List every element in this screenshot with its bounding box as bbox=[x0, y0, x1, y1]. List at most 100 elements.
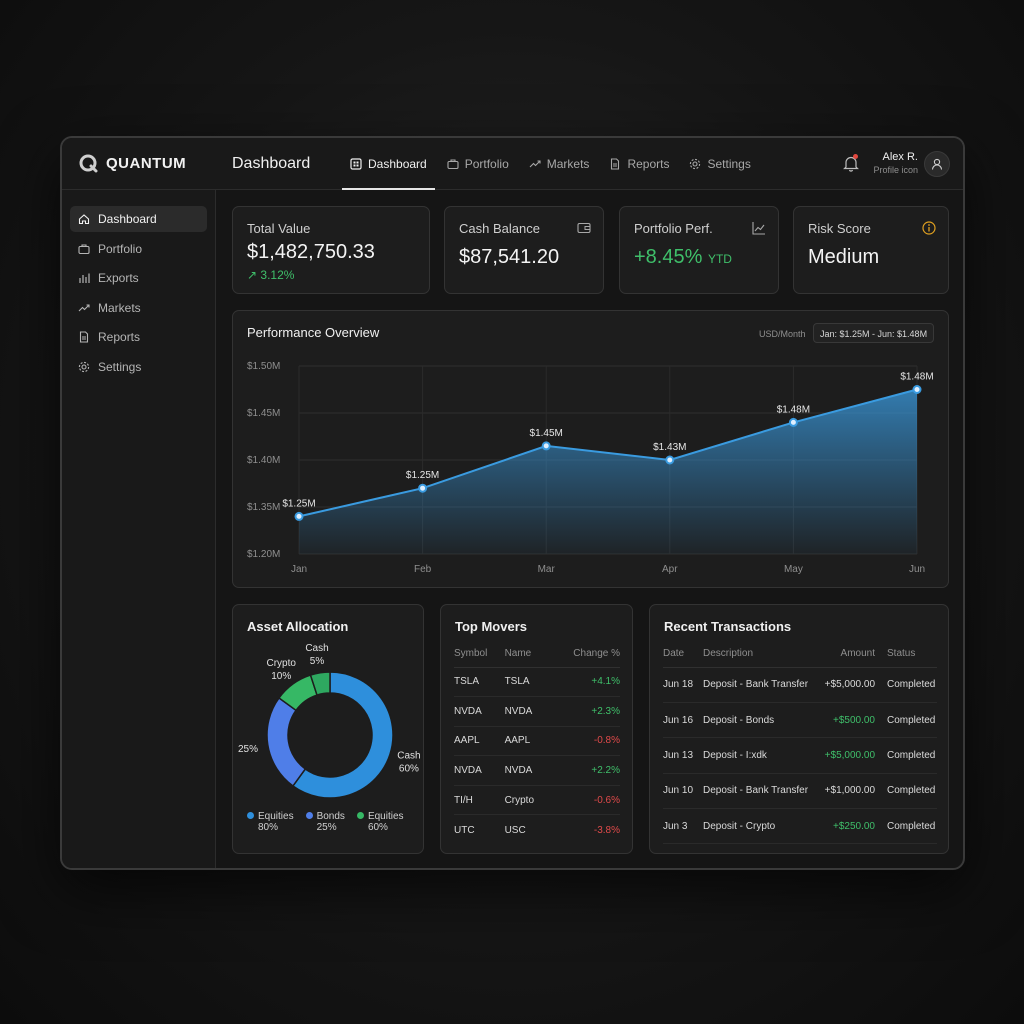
table-row[interactable]: NVDA NVDA +2.3% bbox=[454, 696, 620, 727]
tab-markets[interactable]: Markets bbox=[519, 138, 600, 190]
amount-cell: +$5,000.00 bbox=[813, 667, 875, 703]
performance-title: Performance Overview bbox=[247, 325, 380, 340]
data-label: $1.43M bbox=[653, 442, 686, 453]
data-point bbox=[788, 417, 798, 427]
tab-label: Settings bbox=[707, 157, 751, 171]
table-row[interactable]: Jun 18 Deposit - Bank Transfer +$5,000.00 C… bbox=[663, 667, 937, 703]
performance-chart: $1.50M $1.45M $1.40M $1.35M $1.20M Jan Feb Mar A… bbox=[247, 361, 934, 575]
tab-reports[interactable]: Reports bbox=[599, 138, 679, 190]
risk-score-card: Risk Score Medium bbox=[793, 206, 949, 294]
symbol-cell: NVDA bbox=[454, 755, 505, 786]
description-cell: Deposit - Crypto bbox=[703, 808, 813, 845]
stat-label: Total Value bbox=[247, 221, 311, 236]
movers-title: Top Movers bbox=[455, 619, 527, 634]
change-cell: +4.1% bbox=[549, 667, 620, 698]
x-tick-label: Jun bbox=[909, 564, 925, 575]
brand[interactable]: QUANTUM bbox=[78, 153, 186, 173]
data-label: $1.48M bbox=[777, 404, 810, 415]
table-row[interactable]: Jun 13 Deposit - I:xdk +$5,000.00 Completed bbox=[663, 737, 937, 774]
legend-dot bbox=[356, 812, 364, 819]
page-title: Dashboard bbox=[232, 155, 311, 172]
transactions-table-wrap: Date Description Amount Status Jun 18 Dep… bbox=[663, 641, 937, 845]
y-tick-label: $1.20M bbox=[247, 549, 280, 560]
x-tick-label: Mar bbox=[538, 564, 556, 575]
tab-label: Portfolio bbox=[464, 157, 509, 171]
symbol-cell: NVDA bbox=[454, 696, 505, 727]
symbol-cell: UTC bbox=[454, 824, 475, 836]
table-row[interactable]: Jun 16 Deposit - Bonds +$500.00 Completed bbox=[663, 702, 937, 739]
sidebar-item-portfolio[interactable]: Portfolio bbox=[70, 236, 207, 262]
quantum-logo-icon bbox=[79, 154, 98, 173]
data-point bbox=[294, 511, 304, 521]
user-subtitle: Profile icon bbox=[873, 165, 918, 175]
table-row[interactable]: NVDA NVDA +2.2% bbox=[454, 755, 620, 786]
table-row[interactable]: TSLA TSLA +4.1% bbox=[454, 667, 620, 698]
column-header[interactable]: Symbol bbox=[454, 641, 505, 668]
legend-pct: 25% bbox=[316, 822, 337, 833]
table-row[interactable]: AAPL AAPL -0.8% bbox=[454, 726, 620, 757]
column-header[interactable]: Status bbox=[875, 641, 937, 668]
x-tick-label: Apr bbox=[662, 564, 678, 575]
column-header[interactable]: Name bbox=[504, 641, 550, 668]
sidebar-item-reports[interactable]: Reports bbox=[70, 324, 207, 350]
slice-percent: 5% bbox=[310, 656, 325, 667]
description-cell: Deposit - Bonds bbox=[703, 702, 813, 739]
slice-percent: 10% bbox=[271, 671, 291, 682]
user-info[interactable]: Alex R. Profile icon bbox=[868, 151, 918, 175]
table-row[interactable]: UTC USC -3.8% bbox=[454, 815, 620, 845]
table-row[interactable]: Jun 10 Deposit - Bank Transfer +$1,000.00 C… bbox=[663, 773, 937, 810]
cash-balance-value: $87,541.20 bbox=[459, 246, 560, 268]
home-icon bbox=[78, 214, 90, 225]
x-tick-label: May bbox=[784, 564, 803, 575]
range-selector[interactable]: Jan: $1.25M - Jun: $1.48M bbox=[813, 323, 935, 343]
name-cell: AAPL bbox=[504, 726, 550, 757]
chart-line-icon bbox=[752, 222, 765, 235]
column-header[interactable]: Change % bbox=[549, 641, 620, 668]
amount-cell: +$500.00 bbox=[813, 702, 875, 739]
column-header[interactable]: Description bbox=[703, 641, 813, 668]
series-line bbox=[298, 388, 918, 518]
stat-label: Cash Balance bbox=[459, 221, 540, 236]
legend-label: Equities bbox=[367, 811, 404, 822]
sidebar-item-exports[interactable]: Exports bbox=[70, 265, 207, 291]
status-cell: Completed bbox=[875, 737, 937, 774]
column-header[interactable]: Amount bbox=[813, 641, 875, 668]
perf-suffix: YTD bbox=[707, 252, 732, 266]
total-value-card: Total Value $1,482,750.33 ↗ 3.12% bbox=[232, 206, 430, 294]
symbol-cell: TI/H bbox=[454, 785, 505, 816]
tab-dashboard[interactable]: Dashboard bbox=[340, 138, 437, 190]
column-header[interactable]: Date bbox=[663, 641, 703, 668]
sidebar-item-dashboard[interactable]: Dashboard bbox=[70, 206, 207, 232]
sidebar-item-label: Dashboard bbox=[98, 212, 157, 226]
gear-icon bbox=[78, 361, 90, 372]
app-window: QUANTUM Dashboard Dashboard Portfolio Ma… bbox=[60, 136, 965, 870]
y-tick-label: $1.40M bbox=[247, 455, 280, 466]
stat-label: Portfolio Perf. bbox=[634, 221, 713, 236]
table-row[interactable]: Jun 3 Deposit - Crypto +$250.00 Completed bbox=[663, 808, 937, 845]
sidebar-item-label: Markets bbox=[98, 300, 141, 315]
gear-icon bbox=[690, 158, 701, 170]
unit-label: USD/Month bbox=[759, 329, 806, 339]
name-cell: USC bbox=[504, 824, 526, 836]
symbol-cell: TSLA bbox=[454, 667, 505, 698]
tab-label: Dashboard bbox=[368, 157, 427, 171]
info-icon[interactable] bbox=[922, 221, 936, 235]
amount-cell: +$250.00 bbox=[813, 808, 875, 845]
slice-label: Cash bbox=[305, 643, 328, 654]
y-tick-label: $1.50M bbox=[247, 361, 280, 372]
sidebar: Dashboard Portfolio Exports Markets Repo… bbox=[62, 190, 216, 868]
sidebar-item-settings[interactable]: Settings bbox=[70, 354, 207, 380]
tab-portfolio[interactable]: Portfolio bbox=[437, 138, 519, 190]
legend-pct: 60% bbox=[367, 822, 388, 833]
tab-settings[interactable]: Settings bbox=[679, 138, 760, 190]
data-point bbox=[418, 483, 428, 493]
table-header-row: Symbol Name Change % bbox=[454, 641, 620, 668]
sidebar-item-markets[interactable]: Markets bbox=[70, 295, 207, 321]
slice-percent: 60% bbox=[399, 764, 419, 775]
donut-slice bbox=[291, 671, 394, 799]
data-label: $1.25M bbox=[282, 498, 315, 509]
data-point bbox=[912, 385, 922, 394]
table-row[interactable]: TI/H Crypto -0.6% bbox=[454, 785, 620, 816]
document-icon bbox=[79, 331, 89, 343]
avatar[interactable] bbox=[924, 151, 950, 177]
